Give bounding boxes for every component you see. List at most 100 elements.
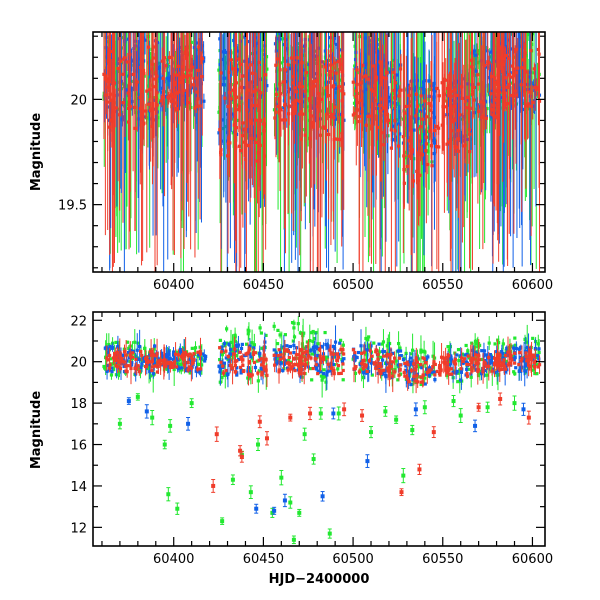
data-point xyxy=(309,348,313,352)
data-point xyxy=(380,358,385,362)
data-point xyxy=(295,98,299,102)
x-tick-label: 60450 xyxy=(243,278,284,293)
data-point xyxy=(134,92,139,96)
data-point xyxy=(410,348,415,352)
data-point xyxy=(516,66,520,70)
data-point xyxy=(411,179,416,183)
data-point xyxy=(136,367,140,371)
data-point xyxy=(325,89,329,94)
data-point xyxy=(137,357,141,361)
outlier-point xyxy=(256,442,261,447)
data-point xyxy=(434,145,439,149)
data-point xyxy=(499,46,504,50)
data-point xyxy=(232,38,236,43)
data-point xyxy=(356,100,360,105)
data-point xyxy=(523,337,527,341)
data-point xyxy=(382,143,386,147)
data-point xyxy=(314,367,319,371)
data-point xyxy=(452,118,456,122)
data-point xyxy=(333,105,337,109)
data-point xyxy=(394,359,398,363)
data-point xyxy=(317,369,321,373)
data-point xyxy=(493,53,497,57)
data-point xyxy=(190,65,194,69)
data-point xyxy=(396,341,401,346)
data-point xyxy=(462,144,466,148)
data-point xyxy=(302,331,306,335)
data-point xyxy=(508,75,512,79)
data-point xyxy=(121,36,126,40)
data-point xyxy=(222,341,227,346)
data-point xyxy=(287,358,291,363)
data-point xyxy=(467,111,471,115)
data-point xyxy=(426,355,430,359)
data-point xyxy=(146,34,150,39)
data-point xyxy=(435,86,439,91)
data-point xyxy=(240,69,244,73)
data-point xyxy=(292,351,296,355)
data-point xyxy=(154,71,158,75)
data-point xyxy=(118,59,123,63)
data-point xyxy=(377,73,381,77)
data-point xyxy=(336,59,340,64)
data-point xyxy=(258,326,262,330)
data-point xyxy=(537,350,541,355)
data-point xyxy=(256,151,260,155)
data-point xyxy=(324,380,328,384)
data-point xyxy=(256,379,260,383)
data-point xyxy=(309,114,313,118)
data-point xyxy=(379,355,383,359)
data-point xyxy=(479,100,483,104)
data-point xyxy=(375,49,380,53)
data-point xyxy=(140,362,144,366)
data-point xyxy=(437,94,441,98)
data-point xyxy=(398,346,402,350)
data-point xyxy=(365,87,369,91)
data-point xyxy=(488,67,493,71)
data-point xyxy=(416,364,421,369)
data-point xyxy=(392,70,396,74)
data-point xyxy=(426,162,430,167)
data-point xyxy=(314,345,319,349)
data-point xyxy=(217,364,221,368)
data-point xyxy=(242,140,246,144)
data-point xyxy=(317,58,322,62)
data-point xyxy=(505,85,509,90)
data-point xyxy=(512,370,516,374)
data-point xyxy=(408,356,413,360)
data-point xyxy=(312,336,317,341)
data-point xyxy=(198,104,202,108)
data-point xyxy=(366,95,371,99)
data-point xyxy=(391,58,395,63)
data-point xyxy=(372,46,376,50)
data-point xyxy=(272,348,276,352)
data-point xyxy=(224,356,228,360)
data-point xyxy=(395,73,399,77)
data-point xyxy=(116,344,120,349)
data-point xyxy=(476,82,480,86)
data-point xyxy=(489,50,493,54)
data-point xyxy=(229,348,233,352)
data-point xyxy=(245,342,249,346)
data-point xyxy=(292,61,296,65)
data-point xyxy=(364,62,368,66)
data-point xyxy=(174,73,179,77)
data-point xyxy=(262,53,267,57)
data-point xyxy=(235,366,239,370)
data-point xyxy=(335,42,339,47)
data-point xyxy=(125,100,129,104)
data-point xyxy=(404,351,408,356)
data-point xyxy=(226,104,230,109)
data-point xyxy=(322,372,326,376)
data-point xyxy=(168,76,172,80)
data-point xyxy=(147,102,151,106)
data-point xyxy=(423,376,427,380)
data-point xyxy=(303,89,307,93)
data-point xyxy=(487,76,491,80)
data-point xyxy=(236,49,240,53)
data-point xyxy=(532,81,536,86)
data-point xyxy=(264,73,268,77)
data-point xyxy=(340,99,344,103)
data-point xyxy=(353,358,357,362)
data-point xyxy=(231,67,235,71)
